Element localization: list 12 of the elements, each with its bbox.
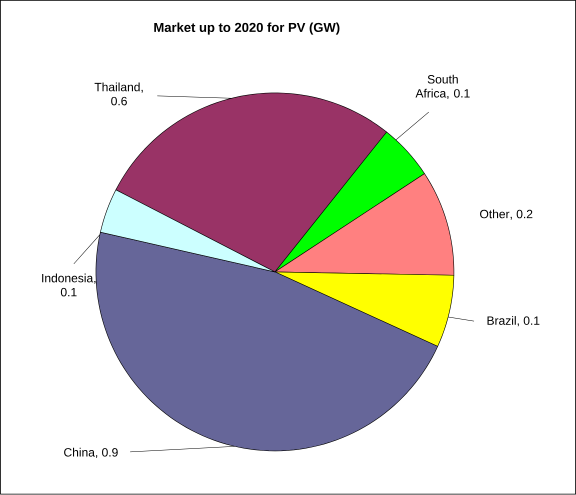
text: , 0.1 <box>60 281 96 297</box>
slice-label: Other <box>480 210 510 219</box>
slice-label: Brazil <box>488 316 516 326</box>
data-label: , 0.1 <box>518 316 540 327</box>
data-label: , 0.2 <box>510 210 532 220</box>
chart-title: Market up to 2020 for PV (GW) <box>154 22 340 35</box>
data-label: , 0.1 <box>447 89 470 100</box>
text: , 0.6 <box>111 90 143 106</box>
slice-label: Indonesia <box>42 274 94 283</box>
slice-label: China <box>64 448 95 457</box>
data-label: , 0.9 <box>96 448 118 458</box>
slice-label: Thailand <box>94 82 140 92</box>
